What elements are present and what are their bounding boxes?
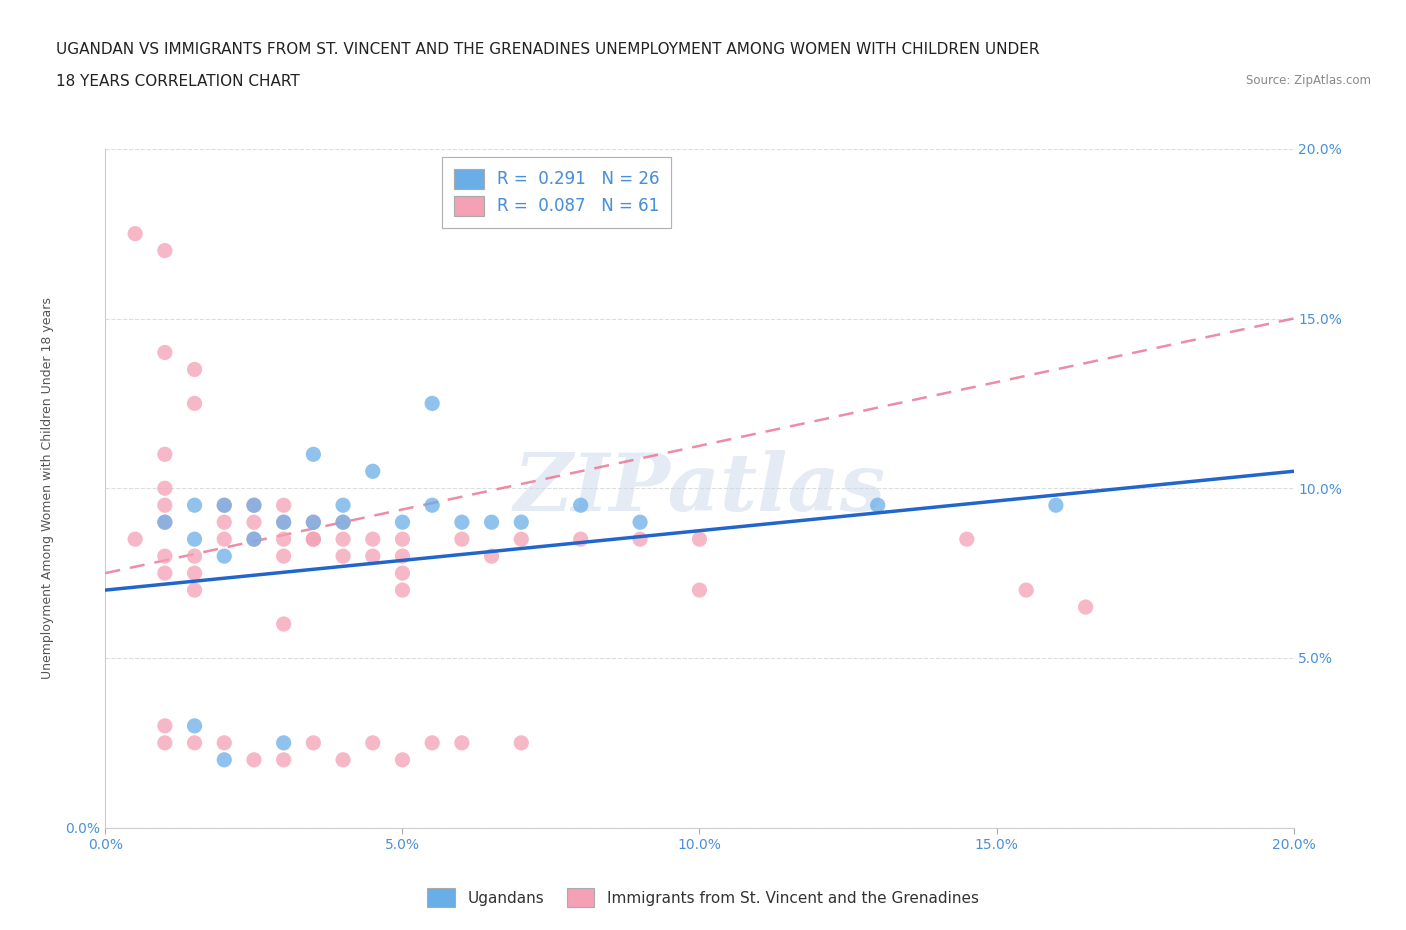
Point [273,752,295,767]
Point [153,565,176,580]
Point [391,549,413,564]
Point [628,532,651,547]
Point [183,736,205,751]
Point [153,515,176,530]
Point [183,582,205,598]
Point [153,498,176,512]
Point [1015,582,1038,598]
Point [214,532,236,547]
Point [302,515,325,530]
Point [420,498,443,512]
Point [450,736,472,751]
Point [302,736,325,751]
Point [510,532,533,547]
Point [153,549,176,564]
Point [273,549,295,564]
Point [214,498,236,512]
Point [1045,498,1067,512]
Legend: Ugandans, Immigrants from St. Vincent and the Grenadines: Ugandans, Immigrants from St. Vincent an… [422,883,984,913]
Point [391,565,413,580]
Point [391,582,413,598]
Point [332,549,354,564]
Point [243,498,266,512]
Point [243,752,266,767]
Point [124,226,146,241]
Point [153,481,176,496]
Point [243,515,266,530]
Point [153,243,176,258]
Text: Source: ZipAtlas.com: Source: ZipAtlas.com [1246,74,1371,87]
Point [243,498,266,512]
Point [866,498,889,512]
Point [332,515,354,530]
Point [956,532,979,547]
Text: ZIPatlas: ZIPatlas [513,449,886,527]
Legend: R =  0.291   N = 26, R =  0.087   N = 61: R = 0.291 N = 26, R = 0.087 N = 61 [443,157,672,228]
Point [153,446,176,461]
Point [302,446,325,461]
Point [183,498,205,512]
Point [302,532,325,547]
Point [273,617,295,631]
Point [450,532,472,547]
Point [243,532,266,547]
Point [628,515,651,530]
Point [183,532,205,547]
Point [510,736,533,751]
Point [361,464,384,479]
Point [183,396,205,411]
Point [214,736,236,751]
Point [124,532,146,547]
Point [689,532,711,547]
Point [153,345,176,360]
Point [302,532,325,547]
Point [1074,600,1097,615]
Point [391,532,413,547]
Point [302,515,325,530]
Point [243,532,266,547]
Point [273,532,295,547]
Point [361,549,384,564]
Point [214,549,236,564]
Point [569,532,592,547]
Text: UGANDAN VS IMMIGRANTS FROM ST. VINCENT AND THE GRENADINES UNEMPLOYMENT AMONG WOM: UGANDAN VS IMMIGRANTS FROM ST. VINCENT A… [56,42,1040,57]
Point [332,515,354,530]
Point [361,736,384,751]
Point [214,515,236,530]
Point [183,362,205,377]
Text: 18 YEARS CORRELATION CHART: 18 YEARS CORRELATION CHART [56,74,299,89]
Point [214,498,236,512]
Point [361,532,384,547]
Point [391,752,413,767]
Point [183,565,205,580]
Point [481,515,503,530]
Point [183,718,205,733]
Point [273,515,295,530]
Point [569,498,592,512]
Point [153,515,176,530]
Point [153,736,176,751]
Point [183,549,205,564]
Point [332,532,354,547]
Point [214,752,236,767]
Point [481,549,503,564]
Y-axis label: Unemployment Among Women with Children Under 18 years: Unemployment Among Women with Children U… [42,298,55,679]
Point [420,396,443,411]
Point [420,736,443,751]
Point [391,515,413,530]
Point [510,515,533,530]
Point [332,498,354,512]
Point [332,752,354,767]
Point [273,736,295,751]
Point [153,718,176,733]
Point [689,582,711,598]
Point [450,515,472,530]
Point [273,498,295,512]
Point [273,515,295,530]
